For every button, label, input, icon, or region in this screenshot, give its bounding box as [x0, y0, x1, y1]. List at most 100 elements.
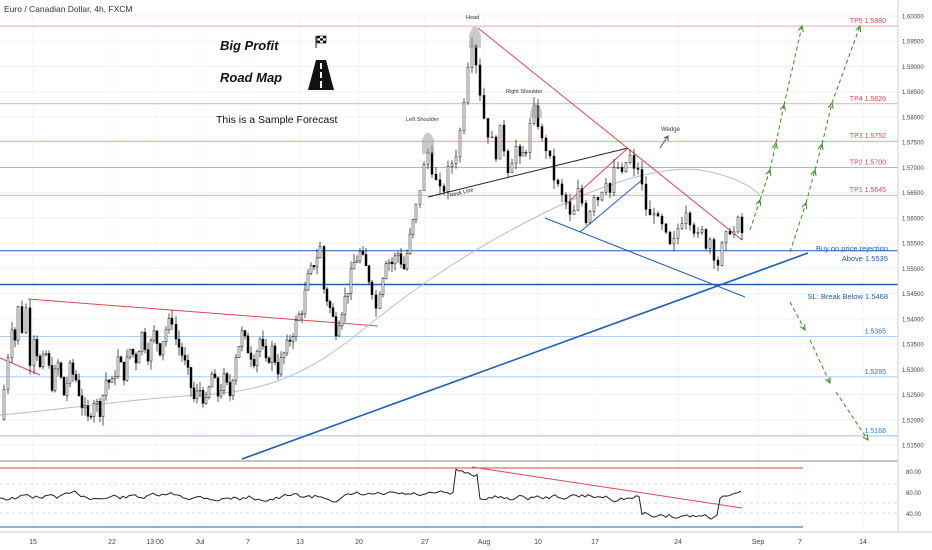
candle-body: [170, 317, 174, 325]
candle-body: [352, 262, 356, 270]
candle-body: [267, 357, 271, 363]
candle-body: [676, 228, 680, 239]
grid: [0, 15, 898, 532]
level-label: TP4 1.5826: [850, 96, 886, 103]
wedge-label: Wedge: [661, 127, 681, 133]
candle-body: [288, 339, 292, 342]
candle-body: [438, 179, 442, 187]
price-tick-label: 1.59500: [902, 40, 924, 46]
candle-body: [446, 166, 450, 192]
candle-body: [628, 155, 632, 163]
candle-body: [71, 362, 75, 375]
candle-body: [632, 155, 636, 169]
candle-body: [32, 339, 36, 366]
price-tick-label: 1.53500: [902, 343, 924, 349]
candle-body: [128, 348, 132, 358]
candle-body: [399, 253, 403, 265]
candle-body: [192, 387, 196, 400]
candle-body: [652, 213, 656, 216]
forecast-arrow-segment: [821, 102, 833, 145]
candle-body: [50, 365, 54, 391]
candle-body: [89, 416, 93, 418]
head-trendline: [477, 27, 743, 241]
candle-body: [588, 211, 592, 224]
candle-body: [143, 331, 147, 350]
candle-body: [624, 162, 628, 172]
candle-body: [396, 253, 400, 257]
candle-body: [279, 357, 283, 375]
candle-body: [134, 354, 138, 364]
candle-body: [331, 307, 335, 317]
candle-body: [122, 361, 126, 381]
candle-body: [16, 306, 20, 341]
candle-body: [322, 246, 326, 290]
candle-body: [325, 288, 329, 302]
level-label: TP1 1.5645: [850, 187, 886, 194]
candle-body: [462, 102, 466, 132]
price-tick-label: 1.56500: [902, 191, 924, 197]
candle-body: [668, 231, 672, 245]
forecast-arrow-segment: [769, 142, 777, 171]
forecast-arrow-head: [801, 201, 808, 210]
price-tick-label: 1.57500: [902, 141, 924, 147]
candle-body: [592, 197, 596, 212]
candle-body: [361, 251, 365, 255]
candle-body: [656, 213, 660, 217]
candle-body: [59, 362, 63, 378]
candle-body: [107, 379, 111, 383]
candle-body: [486, 118, 490, 138]
price-axis-bg: [898, 0, 932, 532]
buy-note-line1: Buy on price rejection: [816, 244, 888, 253]
candle-body: [315, 257, 319, 268]
forecast-arrow-head: [855, 24, 862, 33]
price-tick-label: 1.60000: [902, 15, 924, 21]
candle-body: [285, 339, 289, 354]
candle-body: [13, 329, 17, 341]
candle-body: [258, 338, 262, 352]
candle-body: [364, 254, 368, 267]
candle-body: [328, 301, 332, 308]
candle-body: [474, 45, 478, 66]
candle-body: [414, 203, 418, 220]
candle-body: [584, 202, 588, 224]
forecast-arrow-segment: [809, 339, 831, 384]
level-label: 1.5365: [865, 328, 887, 335]
candle-body: [216, 377, 220, 397]
candle-body: [243, 330, 247, 337]
candle-body: [131, 348, 135, 355]
candle-body: [246, 335, 250, 354]
candle-body: [189, 367, 193, 389]
candle-body: [454, 156, 458, 164]
candle-body: [164, 329, 168, 343]
time-tick-label: Aug: [478, 539, 491, 546]
candle-body: [524, 152, 528, 154]
candle-body: [255, 351, 259, 367]
road-icon: [308, 60, 334, 90]
big-profit-title: Big Profit: [220, 38, 279, 53]
stop-loss-note: SL: Break Below 1.5468: [808, 292, 888, 301]
candle-body: [65, 382, 69, 396]
time-tick-label: 7: [246, 539, 250, 546]
candle-body: [113, 376, 117, 380]
price-tick-label: 1.59000: [902, 65, 924, 71]
level-labels: TP5 1.5980 TP4 1.5826 TP3 1.5752 TP2 1.5700…: [850, 18, 886, 435]
candle-body: [712, 239, 716, 261]
candle-body: [672, 237, 676, 245]
candle-body: [716, 259, 720, 266]
candle-body: [137, 351, 141, 364]
candle-body: [490, 136, 494, 139]
candle-body: [684, 212, 688, 224]
candle-body: [28, 307, 32, 366]
forecast-arrow-segment: [775, 104, 785, 144]
candle-body: [564, 194, 568, 203]
candle-body: [264, 345, 268, 359]
candle-body: [20, 306, 24, 333]
candle-body: [430, 152, 434, 175]
candle-body: [270, 345, 274, 363]
forecast-arrow-head: [825, 376, 831, 385]
candle-body: [732, 231, 736, 235]
time-tick-label: 15: [29, 539, 37, 546]
candle-body: [708, 239, 712, 249]
wedge-arrow-head: [663, 135, 669, 141]
candle-body: [470, 45, 474, 68]
